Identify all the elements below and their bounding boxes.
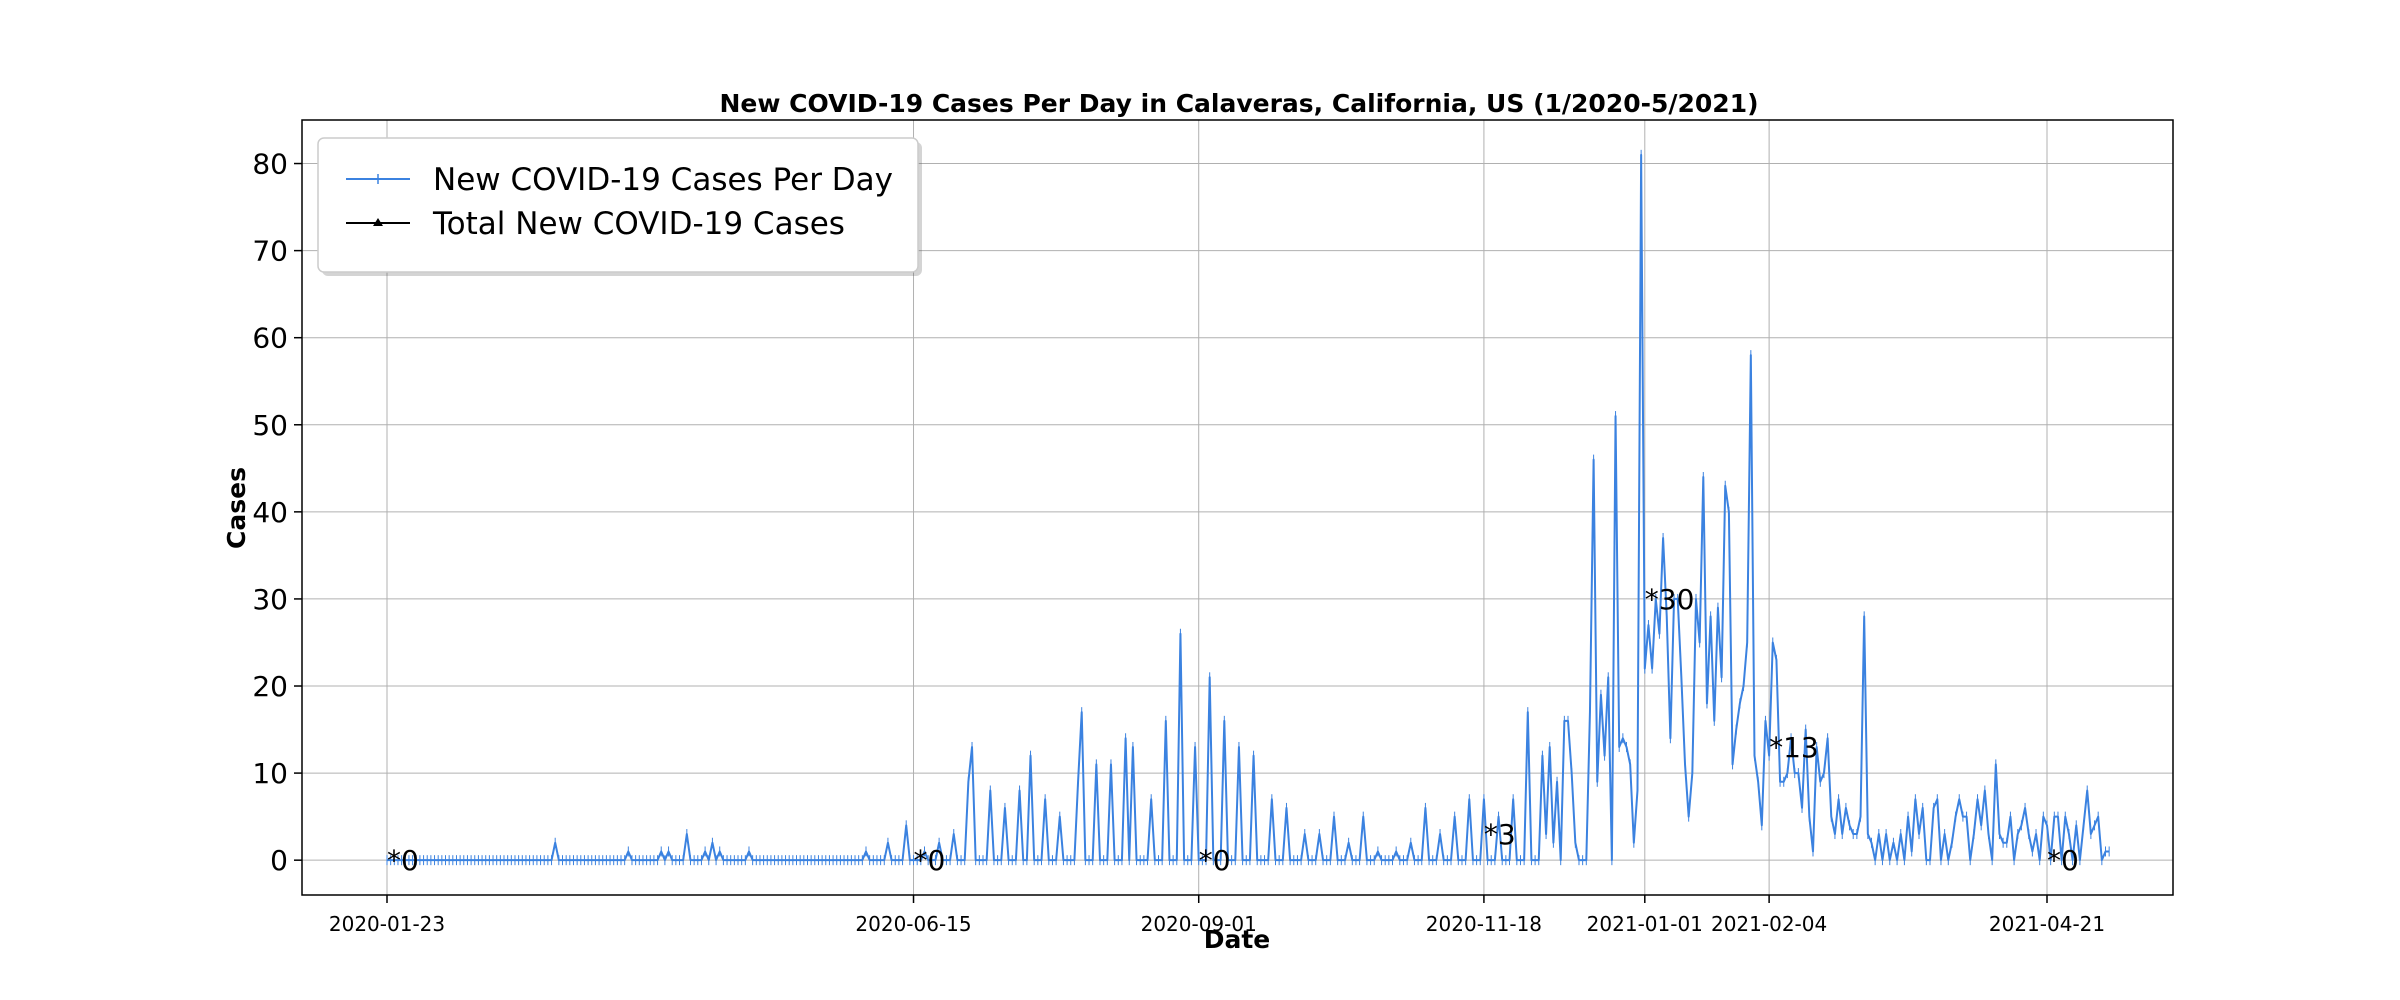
legend-label-total: Total New COVID-19 Cases [432, 206, 845, 242]
x-tick-label: 2020-09-01 [1141, 912, 1257, 936]
legend-box [317, 137, 919, 273]
y-tick-label: 50 [252, 409, 288, 442]
annotation-label: *0 [1199, 844, 1231, 877]
series-layer [386, 149, 2110, 866]
y-tick-label: 20 [252, 670, 288, 703]
x-tick-label: 2021-02-04 [1711, 912, 1827, 936]
x-axis-label: Date [1204, 925, 1271, 954]
annotation-label: *3 [1484, 818, 1516, 851]
annotation-label: *13 [1769, 731, 1819, 764]
annotations: *0 *0 *0 *3 *30 *13 *0 [387, 583, 2079, 877]
legend: New COVID-19 Cases Per Day Total New COV… [317, 137, 922, 276]
legend-marker-total [373, 218, 383, 226]
annotation-label: *0 [2047, 844, 2079, 877]
plot-frame [301, 119, 2174, 896]
annotation-label: *0 [387, 844, 419, 877]
chart-title: New COVID-19 Cases Per Day in Calaveras,… [719, 89, 1758, 118]
legend-label-daily: New COVID-19 Cases Per Day [433, 162, 893, 198]
annotation-label: *0 [914, 844, 946, 877]
x-tick-label: 2021-01-01 [1587, 912, 1703, 936]
y-tick-label: 40 [252, 496, 288, 529]
series-daily-line [387, 153, 2110, 862]
x-axis-ticks: 2020-01-23 2020-06-15 2020-09-01 2020-11-18… [329, 895, 2105, 936]
annotation-label: *30 [1645, 583, 1695, 616]
series-daily-markers [386, 149, 2110, 866]
y-axis-ticks: 0 10 20 30 40 50 60 70 80 [252, 148, 302, 877]
y-axis-label: Cases [222, 467, 251, 549]
x-tick-label: 2020-06-15 [855, 912, 971, 936]
y-tick-label: 30 [252, 583, 288, 616]
y-tick-label: 60 [252, 322, 288, 355]
x-tick-label: 2020-11-18 [1426, 912, 1542, 936]
x-tick-label: 2021-04-21 [1989, 912, 2105, 936]
x-tick-label: 2020-01-23 [329, 912, 445, 936]
y-tick-label: 70 [252, 235, 288, 268]
y-tick-label: 80 [252, 148, 288, 181]
y-tick-label: 0 [270, 844, 288, 877]
y-tick-label: 10 [252, 757, 288, 790]
